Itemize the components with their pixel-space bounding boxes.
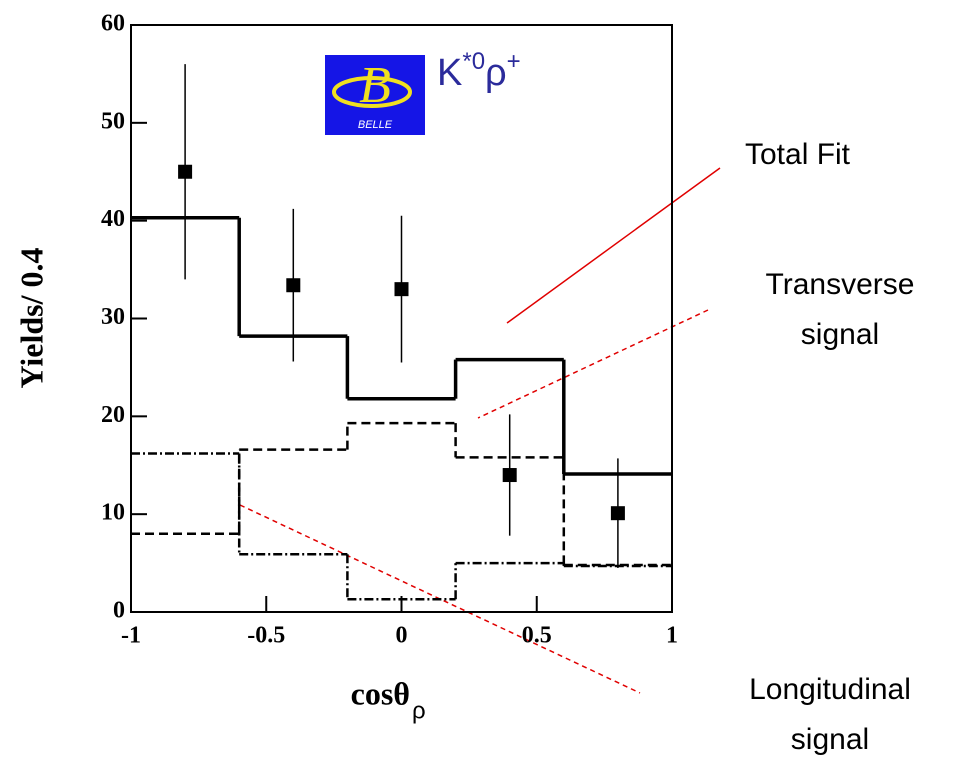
data-point (394, 282, 409, 297)
y-tick-label: 0 (113, 598, 125, 624)
annotation: Total Fit (744, 138, 851, 171)
pointer (477, 309, 709, 419)
channel-part: *0 (462, 48, 485, 75)
x-tick-label: 0 (396, 623, 408, 649)
x-tick-label: -0.5 (247, 623, 285, 649)
x-axis-label: cosθ (351, 675, 410, 711)
y-axis-label: Yields/ 0.4 (13, 247, 49, 388)
channel-part: ρ (485, 52, 507, 94)
data-point (502, 468, 517, 483)
logo-swoosh (332, 76, 412, 108)
annotation: Transverse signal (765, 268, 915, 351)
x-tick-label: -1 (121, 623, 141, 649)
x-tick-label: 1 (666, 623, 678, 649)
y-tick-label: 60 (101, 11, 125, 37)
channel-part: K (437, 52, 462, 94)
channel-label: K*0ρ+ (437, 48, 521, 94)
y-tick-label: 10 (101, 500, 125, 526)
pointer (506, 167, 721, 324)
data-point (178, 164, 193, 179)
y-tick-label: 40 (101, 206, 125, 232)
y-tick-label: 30 (101, 304, 125, 330)
channel-part: + (507, 48, 521, 75)
y-tick-label: 50 (101, 108, 125, 134)
x-axis-label-subscript: ρ (412, 697, 426, 724)
logo-text: BELLE (358, 119, 393, 131)
data-point (610, 506, 625, 521)
y-tick-label: 20 (101, 402, 125, 428)
annotation: Longitudinal signal (749, 673, 911, 756)
logo-letter: B (359, 57, 391, 114)
x-tick-label: 0.5 (522, 623, 552, 649)
data-point (286, 278, 301, 293)
